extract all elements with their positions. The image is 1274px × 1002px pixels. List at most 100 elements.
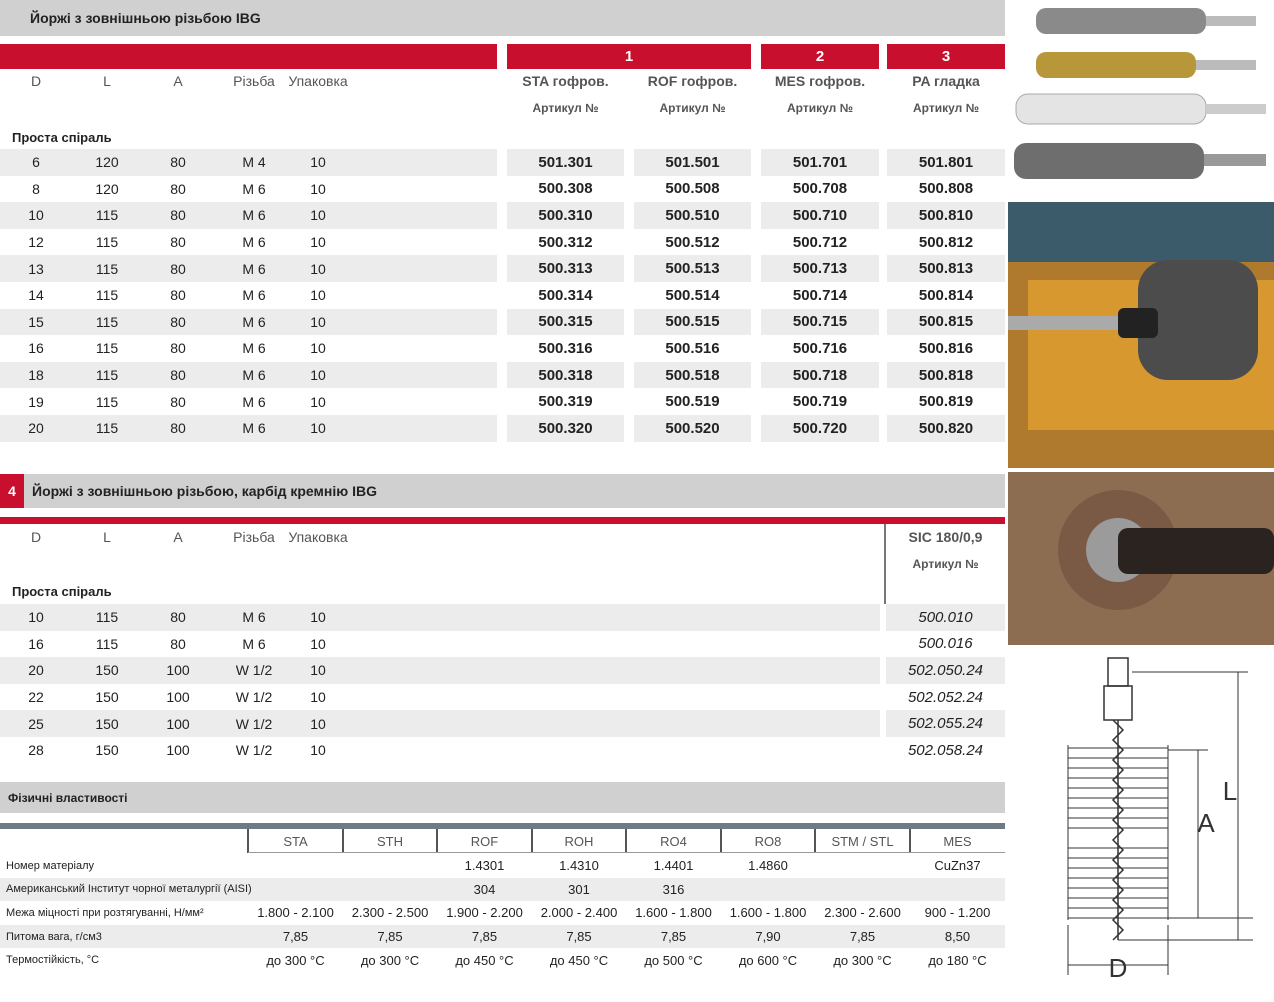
table-cell: 304 xyxy=(473,881,496,897)
table-cell: до 600 °C xyxy=(738,952,798,968)
table-cell: W 1/2 xyxy=(235,715,273,732)
row-background xyxy=(761,149,879,176)
table-cell: 10 xyxy=(310,742,326,759)
article-number: 500.718 xyxy=(792,366,848,384)
article-number: 500.708 xyxy=(792,180,848,198)
table-cell: 10 xyxy=(310,662,326,679)
table-cell: 1.4301 xyxy=(464,858,505,874)
article-number: 500.515 xyxy=(665,313,720,331)
article-number: 501.801 xyxy=(918,153,974,171)
article-number: 500.813 xyxy=(918,260,974,278)
group-number: 1 xyxy=(624,48,634,65)
column-header: RO8 xyxy=(754,833,782,849)
table-cell: 115 xyxy=(95,609,119,626)
column-divider xyxy=(909,829,911,853)
column-header: Упаковка xyxy=(288,73,348,89)
table-cell: 10 xyxy=(310,180,326,197)
article-label: Артикул № xyxy=(659,101,726,115)
column-header: A xyxy=(173,73,183,89)
table-cell: 115 xyxy=(95,207,119,224)
article-number: 500.308 xyxy=(538,180,593,198)
section-number: 4 xyxy=(8,483,16,499)
table-cell: 10 xyxy=(28,207,44,224)
table-cell: 80 xyxy=(170,340,186,357)
column-divider xyxy=(436,829,438,853)
table-cell: 12 xyxy=(28,234,44,251)
article-number: 500.508 xyxy=(665,180,720,198)
column-header: D xyxy=(30,73,42,89)
article-label: Артикул № xyxy=(912,557,979,571)
column-divider xyxy=(247,829,249,853)
article-number: 500.814 xyxy=(918,286,974,304)
table-cell: М 6 xyxy=(242,340,266,357)
table-cell: 115 xyxy=(95,420,119,437)
table-cell: 150 xyxy=(95,715,119,732)
row-background xyxy=(0,710,880,737)
brush-photos xyxy=(1008,0,1274,198)
article-number: 501.301 xyxy=(538,153,593,171)
table-cell: 6 xyxy=(32,154,40,171)
table-cell: 2.300 - 2.500 xyxy=(351,905,429,921)
table-cell: М 6 xyxy=(242,260,266,277)
table-cell: 100 xyxy=(166,662,190,679)
section-bar xyxy=(0,474,1005,508)
row-background xyxy=(0,415,497,442)
article-number: 500.510 xyxy=(665,206,720,224)
technical-drawing xyxy=(1008,650,1274,1002)
column-header: D xyxy=(30,529,42,545)
article-number: 502.055.24 xyxy=(907,715,984,733)
table-cell: 8,50 xyxy=(944,929,971,945)
table-cell: 7,85 xyxy=(471,929,498,945)
column-header: STM / STL xyxy=(831,833,894,849)
article-number: 500.519 xyxy=(665,393,720,411)
table-cell: до 180 °C xyxy=(928,952,987,968)
article-number: 500.716 xyxy=(792,339,848,357)
table-cell: 1.4310 xyxy=(559,858,599,874)
table-cell: 28 xyxy=(28,742,44,759)
dimension-label: D xyxy=(1109,953,1128,983)
table-cell: М 6 xyxy=(242,393,266,410)
table-cell: 80 xyxy=(170,635,186,652)
article-number: 500.815 xyxy=(918,313,974,331)
table-cell: 10 xyxy=(310,234,326,251)
table-cell: 25 xyxy=(28,715,44,732)
row-background xyxy=(507,308,624,336)
group-header xyxy=(761,44,879,69)
column-header: Різьба xyxy=(233,529,275,545)
table-cell: 10 xyxy=(310,260,326,277)
table-cell: М 6 xyxy=(242,234,266,251)
table-cell: 1.4860 xyxy=(748,858,788,874)
article-number: 500.016 xyxy=(918,635,973,653)
table-cell: W 1/2 xyxy=(235,742,273,759)
table-cell: М 6 xyxy=(242,287,266,304)
group-number: 3 xyxy=(941,48,951,65)
table-cell: М 6 xyxy=(242,180,266,197)
section-bar xyxy=(0,782,1005,813)
article-number: 500.315 xyxy=(538,313,593,331)
subheading: Проста спіраль xyxy=(12,129,112,145)
table-cell: 10 xyxy=(28,609,44,626)
dimension-label: A xyxy=(1197,808,1215,838)
row-background xyxy=(507,361,624,389)
article-number: 501.501 xyxy=(665,153,720,171)
article-number: 500.819 xyxy=(918,393,974,411)
row-background xyxy=(0,924,1005,949)
table-cell: 2.000 - 2.400 xyxy=(540,905,618,921)
article-number: 502.050.24 xyxy=(907,661,984,679)
row-background xyxy=(0,657,880,684)
table-cell: 10 xyxy=(310,609,326,626)
subheading: Проста спіраль xyxy=(12,583,112,599)
article-number: 500.314 xyxy=(538,286,593,304)
table-cell: 900 - 1.200 xyxy=(924,905,991,921)
column-header: ROF гофров. xyxy=(647,73,738,89)
article-number: 500.720 xyxy=(792,419,848,437)
table-cell: 7,90 xyxy=(755,929,781,945)
table-cell: 115 xyxy=(95,234,119,251)
table-cell: 100 xyxy=(166,689,190,706)
table-cell: 10 xyxy=(310,340,326,357)
table-cell: 22 xyxy=(28,689,44,706)
row-background xyxy=(634,308,751,336)
table-cell: 7,85 xyxy=(377,929,403,945)
article-number: 500.513 xyxy=(665,260,720,278)
table-cell: 13 xyxy=(28,260,44,277)
